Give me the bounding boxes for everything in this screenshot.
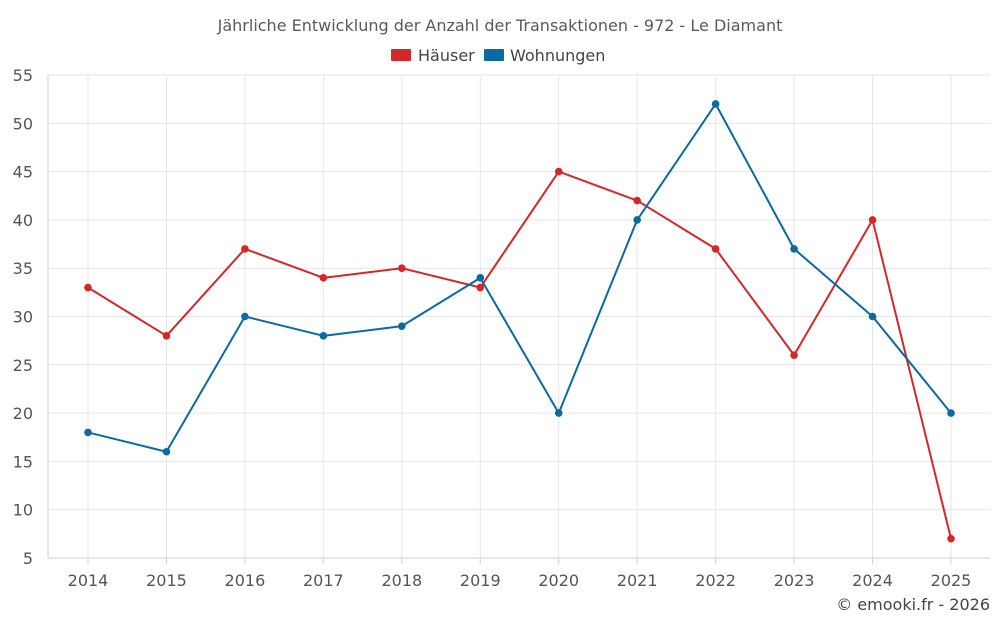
- data-point-wohnungen-2021: [633, 216, 641, 224]
- y-axis: 5 10 15 20 25 30 35 40 45 50 55: [13, 66, 33, 568]
- y-tick-label-10: 10: [13, 501, 33, 520]
- x-tick-label-2015: 2015: [146, 571, 187, 590]
- x-tick-label-2017: 2017: [303, 571, 344, 590]
- data-point-wohnungen-2019: [476, 274, 485, 282]
- data-point-wohnungen-2018: [398, 322, 406, 330]
- credit-text: © emooki.fr - 2026: [836, 595, 990, 614]
- legend: Häuser Wohnungen: [391, 46, 605, 65]
- x-tick-label-2022: 2022: [695, 571, 736, 590]
- legend-swatch-häuser: [391, 49, 411, 61]
- data-point-häuser-2021: [633, 196, 641, 205]
- data-point-häuser-2016: [241, 245, 249, 253]
- data-point-wohnungen-2015: [162, 447, 171, 456]
- legend-label-wohnungen: Wohnungen: [510, 46, 605, 65]
- y-tick-label-25: 25: [13, 356, 33, 375]
- y-tick-label-15: 15: [13, 452, 33, 471]
- data-point-wohnungen-2017: [319, 332, 328, 340]
- x-tick-label-2023: 2023: [774, 571, 815, 590]
- data-point-wohnungen-2016: [241, 312, 249, 321]
- x-axis: 2014 2015 2016 2017 2018 2019 2020 2021 2022 2023…: [68, 558, 972, 590]
- legend-label-häuser: Häuser: [418, 46, 475, 65]
- data-point-häuser-2015: [162, 332, 171, 340]
- grid: [47, 74, 990, 559]
- series-line-häuser: [87, 170, 952, 539]
- data-point-häuser-2014: [84, 283, 92, 292]
- data-point-häuser-2020: [554, 167, 563, 176]
- x-tick-label-2020: 2020: [538, 571, 579, 590]
- data-point-wohnungen-2023: [790, 245, 798, 253]
- x-tick-label-2014: 2014: [68, 571, 109, 590]
- x-tick-label-2019: 2019: [460, 571, 501, 590]
- data-point-wohnungen-2020: [554, 409, 563, 417]
- data-point-häuser-2018: [398, 264, 406, 273]
- data-point-häuser-2023: [790, 351, 798, 359]
- y-tick-label-50: 50: [13, 114, 33, 133]
- x-tick-label-2016: 2016: [225, 571, 266, 590]
- data-point-häuser-2024: [868, 216, 877, 224]
- x-tick-label-2021: 2021: [617, 571, 658, 590]
- y-tick-label-55: 55: [13, 66, 33, 85]
- data-point-häuser-2025: [947, 534, 955, 543]
- x-tick-label-2024: 2024: [852, 571, 893, 590]
- y-tick-label-45: 45: [13, 163, 33, 182]
- data-point-häuser-2022: [711, 245, 720, 253]
- data-point-wohnungen-2022: [711, 100, 720, 108]
- y-tick-label-20: 20: [13, 404, 33, 423]
- y-tick-label-35: 35: [13, 259, 33, 278]
- data-point-häuser-2017: [319, 274, 328, 282]
- data-point-wohnungen-2025: [947, 409, 955, 417]
- x-tick-label-2018: 2018: [381, 571, 422, 590]
- data-point-wohnungen-2024: [868, 312, 877, 321]
- legend-swatch-wohnungen: [484, 49, 504, 61]
- chart-title: Jährliche Entwicklung der Anzahl der Tra…: [217, 16, 783, 35]
- series-group: [84, 100, 955, 543]
- series-line-wohnungen: [87, 102, 952, 453]
- y-tick-label-5: 5: [23, 549, 33, 568]
- y-tick-label-30: 30: [13, 308, 33, 327]
- y-tick-label-40: 40: [13, 211, 33, 230]
- data-point-häuser-2019: [476, 283, 485, 292]
- data-point-wohnungen-2014: [84, 428, 92, 437]
- x-tick-label-2025: 2025: [931, 571, 972, 590]
